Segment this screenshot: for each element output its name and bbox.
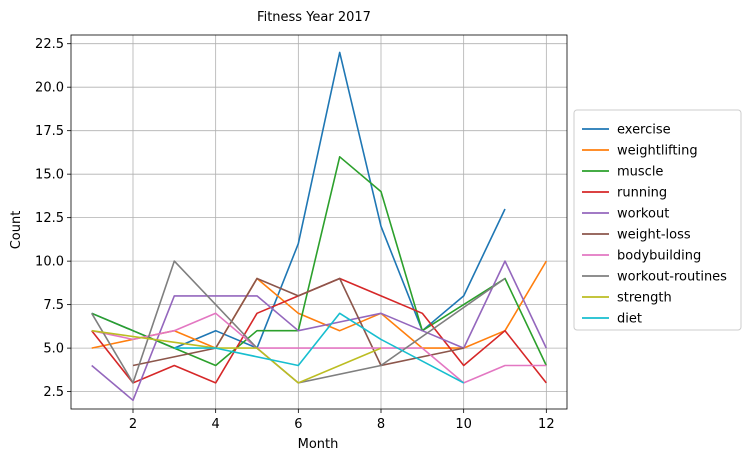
legend-label-weightlifting: weightlifting [617,144,698,159]
y-tick-label: 22.5 [35,37,64,52]
x-tick-label: 6 [294,417,302,432]
series-line-bodybuilding [91,312,547,384]
y-axis-label: Count [9,211,24,250]
series-line-workout [91,260,548,402]
legend-box [573,109,742,331]
series-lines [91,51,548,402]
legend-label-workout: workout [617,207,669,222]
y-tick-label: 10.0 [35,255,64,270]
series-line-strength [91,329,382,384]
series-line-muscle [91,156,548,367]
y-tick-label: 17.5 [35,124,64,139]
legend-label-diet: diet [617,312,642,327]
series-line-diet [174,312,465,384]
legend-label-bodybuilding: bodybuilding [617,249,701,264]
legend: exercise weightlifting muscle running workou… [573,109,742,331]
grid-lines [71,35,567,409]
y-tick-label: 20.0 [35,81,64,96]
chart-title: Fitness Year 2017 [257,10,371,25]
x-axis-label: Month [298,437,339,452]
y-tick-label: 15.0 [35,168,64,183]
x-tick-label: 8 [377,417,385,432]
y-tick-label: 5.0 [43,342,64,357]
y-axis-ticks: 2.5 5.0 7.5 10.0 12.5 15.0 17.5 20.0 22.5 [35,37,71,400]
y-tick-label: 2.5 [43,385,64,400]
y-tick-label: 12.5 [35,211,64,226]
y-tick-label: 7.5 [43,298,64,313]
x-tick-label: 10 [455,417,472,432]
x-axis-ticks: 2 4 6 8 10 12 [129,409,555,432]
plot-area-frame [70,34,568,410]
legend-label-workout-routines: workout-routines [617,270,727,285]
legend-label-running: running [617,186,667,201]
legend-label-strength: strength [617,291,672,306]
x-tick-label: 4 [212,417,220,432]
x-tick-label: 12 [538,417,555,432]
legend-label-weight-loss: weight-loss [617,228,691,243]
legend-label-exercise: exercise [617,123,671,138]
legend-label-muscle: muscle [617,165,663,180]
x-tick-label: 2 [129,417,137,432]
